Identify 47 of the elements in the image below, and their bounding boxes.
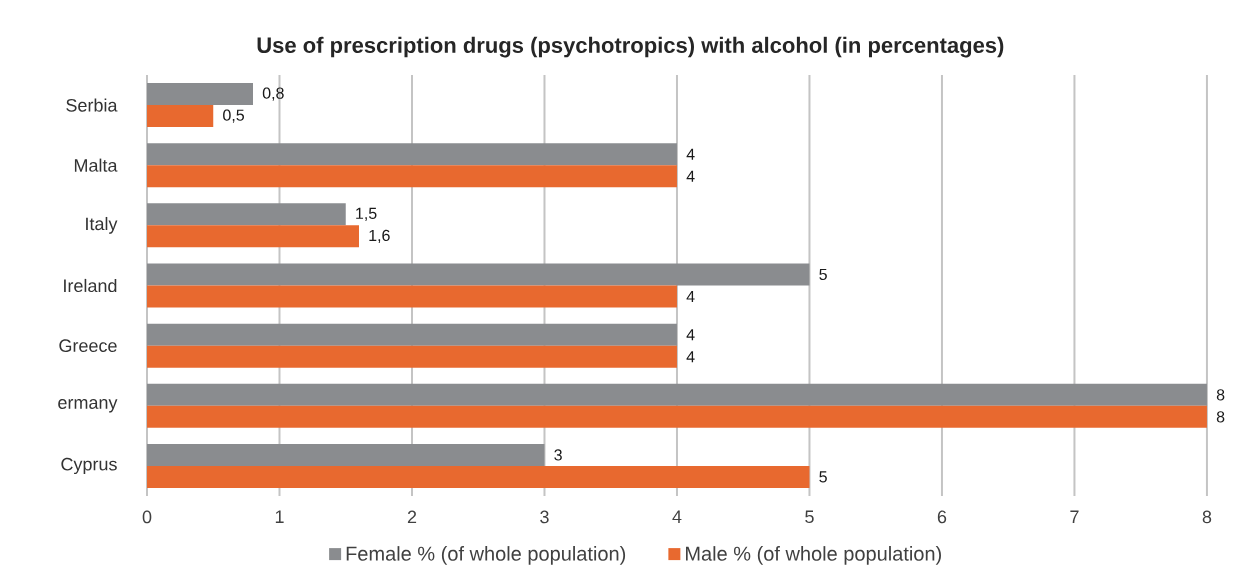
y-tick-label: Greece [59, 339, 117, 353]
bar [147, 345, 677, 368]
bar [147, 165, 677, 188]
data-label: 4 [686, 329, 695, 341]
legend-label: Female % (of whole population) [346, 546, 626, 565]
y-tick-label: ermany [58, 399, 118, 413]
data-label: 5 [819, 268, 827, 281]
y-tick-label: Serbia [66, 98, 118, 112]
x-tick-label: 7 [1070, 510, 1079, 523]
bar [147, 83, 253, 106]
bar [147, 323, 677, 346]
bar [147, 105, 214, 128]
y-tick-label: Malta [74, 158, 118, 172]
data-label: 8 [1216, 411, 1225, 423]
chart-title: Use of prescription drugs (psychotropics) with alcohol (in percentages) [257, 36, 1004, 58]
data-label: 4 [686, 148, 695, 160]
y-tick-label: Ireland [64, 278, 117, 293]
data-label: 4 [686, 170, 695, 182]
x-tick-label: 4 [672, 510, 682, 523]
bar [147, 143, 677, 166]
data-label: 4 [686, 351, 695, 363]
x-tick-label: 6 [937, 510, 947, 524]
data-label: 0,5 [223, 109, 245, 123]
data-label: 3 [554, 449, 562, 461]
bar [147, 443, 545, 466]
legend-label: Male % (of whole population) [686, 546, 941, 565]
data-label: 4 [686, 291, 695, 303]
data-label: 0,8 [262, 87, 284, 101]
bar [147, 465, 810, 488]
bar [147, 225, 359, 248]
x-tick-label: 5 [805, 510, 814, 524]
data-label: 8 [1216, 389, 1225, 401]
x-tick-label: 3 [540, 510, 549, 524]
bar [147, 203, 346, 226]
data-label: 1,5 [356, 207, 377, 221]
x-tick-label: 8 [1202, 510, 1212, 524]
x-tick-label: 0 [142, 510, 152, 524]
bar [147, 405, 1207, 428]
bar [147, 285, 677, 308]
y-tick-label: Italy [86, 216, 118, 234]
data-label: 5 [819, 471, 827, 483]
x-tick-label: 1 [275, 510, 284, 523]
bar [147, 383, 1207, 406]
x-tick-label: 2 [407, 510, 417, 524]
bar [147, 263, 810, 286]
data-label: 1,6 [369, 229, 390, 243]
y-tick-label: Cyprus [61, 457, 117, 475]
